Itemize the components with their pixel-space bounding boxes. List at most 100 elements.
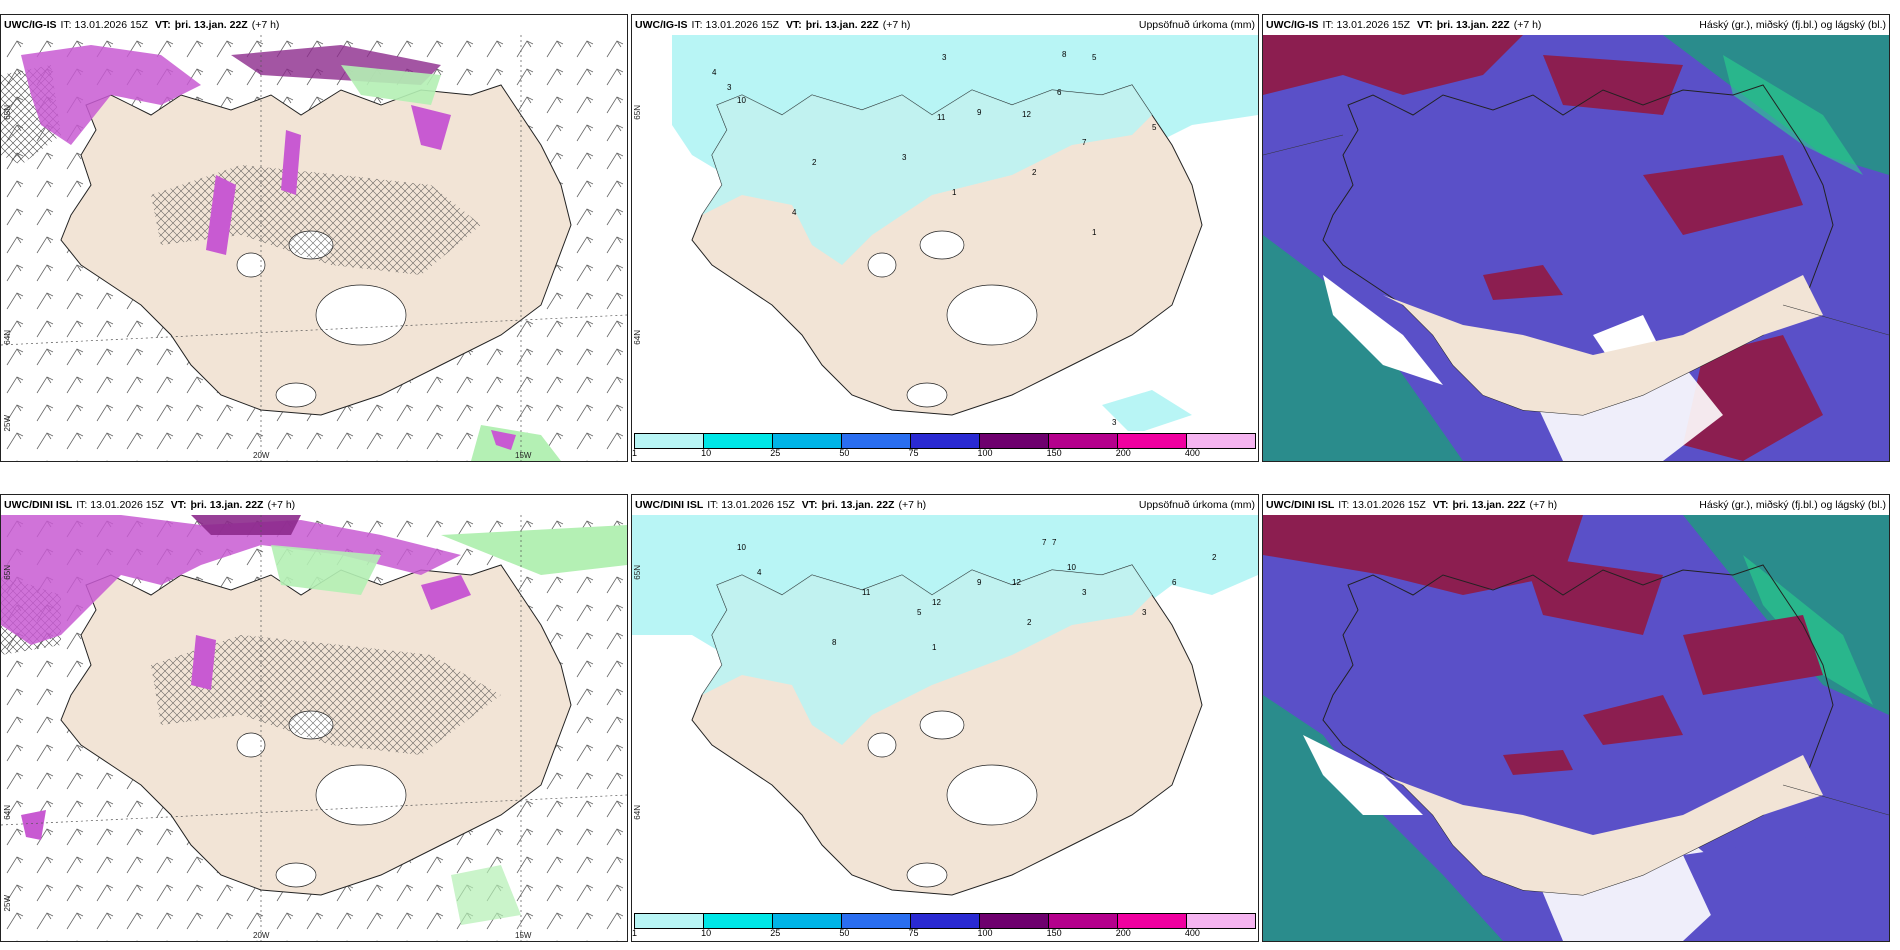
colorbar-label: 75 (908, 448, 919, 458)
lead-time: (+7 h) (882, 19, 911, 31)
svg-text:12: 12 (1022, 110, 1031, 119)
panel-top-left-precip-type: UWC/IG-IS IT: 13.01.2026 15Z VT: þri. 13.j… (0, 14, 628, 462)
svg-text:5: 5 (917, 608, 922, 617)
colorbar-label: 100 (977, 448, 993, 458)
svg-text:8: 8 (1062, 50, 1067, 59)
svg-text:7: 7 (1052, 538, 1057, 547)
colorbar-labels: 1 10 25 50 75 100 150 200 400 (632, 448, 1256, 460)
valid-label: VT: (1432, 499, 1449, 511)
panel-title-clouds: Háský (gr.), miðský (fj.bl.) og lágský (… (1699, 499, 1886, 511)
panel-title-clouds: Háský (gr.), miðský (fj.bl.) og lágský (… (1699, 19, 1886, 31)
colorbar-label: 25 (770, 448, 781, 458)
colorbar-label: 400 (1184, 928, 1200, 938)
init-time: IT: 13.01.2026 15Z (60, 19, 149, 31)
coord-15w: 15W (515, 931, 532, 940)
panel-header: UWC/DINI ISL IT: 13.01.2026 15Z VT: þri. 1… (1, 495, 627, 515)
valid-time: þri. 13.jan. 22Z (805, 19, 879, 31)
model-name: UWC/IG-IS (1266, 19, 1319, 31)
coord-64n: 64N (633, 805, 642, 820)
colorbar-label: 50 (839, 928, 850, 938)
colorbar-label: 150 (1046, 448, 1062, 458)
colorbar-swatch (842, 914, 911, 928)
valid-time: þri. 13.jan. 22Z (190, 499, 264, 511)
model-name: UWC/DINI ISL (635, 499, 704, 511)
colorbar-label: 400 (1184, 448, 1200, 458)
cloud-cover-map (1263, 35, 1889, 461)
svg-text:12: 12 (932, 598, 941, 607)
model-name: UWC/IG-IS (4, 19, 57, 31)
precip-value-labels: 10 12 7 11 5 12 9 3 2 8 6 4 1 7 10 3 2 (737, 538, 1217, 652)
svg-text:2: 2 (1032, 168, 1037, 177)
svg-text:7: 7 (1082, 138, 1087, 147)
lead-time: (+7 h) (267, 499, 296, 511)
init-time: IT: 13.01.2026 15Z (1338, 499, 1426, 511)
svg-text:3: 3 (1142, 608, 1147, 617)
coord-65n: 65N (3, 105, 12, 120)
lead-time: (+7 h) (1513, 19, 1542, 31)
panel-header: UWC/IG-IS IT: 13.01.2026 15Z VT: þri. 13.j… (1, 15, 627, 35)
colorbar-swatch (635, 914, 704, 928)
init-time: IT: 13.01.2026 15Z (1322, 19, 1411, 31)
lead-time: (+7 h) (898, 499, 927, 511)
colorbar-swatch (980, 434, 1049, 448)
svg-text:10: 10 (1067, 563, 1076, 572)
svg-text:5: 5 (1092, 53, 1097, 62)
svg-text:3: 3 (902, 153, 907, 162)
colorbar-swatch (842, 434, 911, 448)
accum-precip-map: 3 8 5 4 3 10 11 12 6 2 4 1 5 7 3 2 1 9 3 (672, 35, 1258, 435)
colorbar-swatch (773, 434, 842, 448)
colorbar-swatch (773, 914, 842, 928)
svg-text:10: 10 (737, 543, 746, 552)
colorbar-swatch (911, 434, 980, 448)
valid-time: þri. 13.jan. 22Z (821, 499, 895, 511)
valid-time: þri. 13.jan. 22Z (174, 19, 248, 31)
panel-bottom-middle-accum-precip: UWC/DINI ISL IT: 13.01.2026 15Z VT: þri. 1… (631, 494, 1259, 942)
valid-label: VT: (155, 19, 171, 31)
colorbar-label: 10 (701, 928, 712, 938)
colorbar-swatches (634, 433, 1256, 449)
svg-text:9: 9 (977, 108, 982, 117)
colorbar-swatch (704, 434, 773, 448)
colorbar-label: 1 (632, 928, 638, 938)
svg-text:3: 3 (942, 53, 947, 62)
precip-value-labels: 3 8 5 4 3 10 11 12 6 2 4 1 5 7 3 2 1 9 3 (712, 50, 1157, 427)
colorbar-label: 1 (632, 448, 638, 458)
init-time: IT: 13.01.2026 15Z (76, 499, 164, 511)
svg-text:3: 3 (1112, 418, 1117, 427)
colorbar-swatch (1118, 434, 1187, 448)
coord-20w: 20W (253, 451, 270, 460)
model-name: UWC/DINI ISL (1266, 499, 1335, 511)
coord-65n: 65N (3, 565, 12, 580)
coord-64n: 64N (633, 330, 642, 345)
svg-text:2: 2 (1027, 618, 1032, 627)
coord-15w: 15W (515, 451, 532, 460)
colorbar-label: 75 (908, 928, 919, 938)
valid-label: VT: (1417, 19, 1433, 31)
svg-text:6: 6 (1057, 88, 1062, 97)
colorbar-swatches (634, 913, 1256, 929)
colorbar-label: 50 (839, 448, 850, 458)
coord-64n: 64N (3, 330, 12, 345)
panel-header: UWC/DINI ISL IT: 13.01.2026 15Z VT: þri. 1… (632, 495, 1258, 515)
svg-text:11: 11 (937, 113, 946, 122)
svg-text:2: 2 (1212, 553, 1217, 562)
colorbar-label: 200 (1115, 928, 1131, 938)
svg-text:1: 1 (1092, 228, 1097, 237)
svg-text:7: 7 (1042, 538, 1047, 547)
valid-label: VT: (786, 19, 802, 31)
accum-precip-map: 10 12 7 11 5 12 9 3 2 8 6 4 1 7 10 3 2 (632, 515, 1258, 896)
svg-text:11: 11 (862, 588, 871, 597)
colorbar-swatch (1118, 914, 1187, 928)
svg-text:9: 9 (977, 578, 982, 587)
svg-text:4: 4 (792, 208, 797, 217)
lead-time: (+7 h) (251, 19, 280, 31)
svg-text:6: 6 (1172, 578, 1177, 587)
colorbar-label: 150 (1046, 928, 1062, 938)
coord-64n: 64N (3, 805, 12, 820)
cloud-cover-map (1263, 515, 1889, 941)
valid-label: VT: (170, 499, 187, 511)
coord-65n: 65N (633, 565, 642, 580)
svg-text:3: 3 (727, 83, 732, 92)
svg-text:1: 1 (952, 188, 957, 197)
wind-barb-map (1, 35, 627, 461)
